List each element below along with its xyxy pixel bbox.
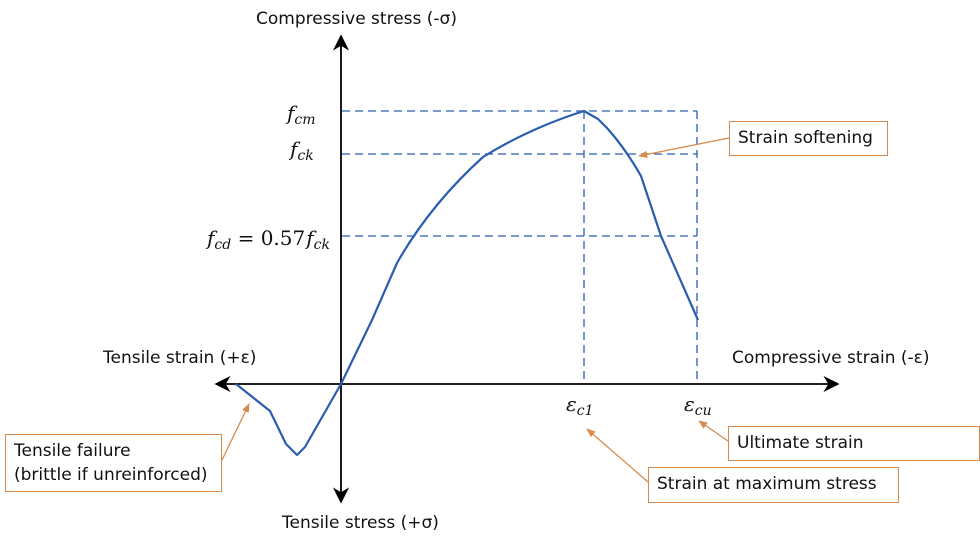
callout-strain-at-max-stress-text: Strain at maximum stress <box>657 474 877 494</box>
ultimate-strain-arrow <box>698 420 729 442</box>
callout-tensile-failure-line2: (brittle if unreinforced) <box>14 465 208 485</box>
stress-strain-curve <box>235 109 700 457</box>
fcm-label: fcm <box>285 101 316 128</box>
guide-lines <box>342 110 698 384</box>
callout-strain-softening-text: Strain softening <box>738 128 873 148</box>
callout-ultimate-strain-text: Ultimate strain <box>737 433 864 453</box>
ec1-label: εc1 <box>566 392 593 419</box>
strain-softening-arrow <box>638 137 730 158</box>
axis-label-compressive-stress: Compressive stress (-σ) <box>256 9 457 29</box>
fcd-label: fcd = 0.57fck <box>205 226 330 253</box>
callout-ultimate-strain: Ultimate strain <box>728 426 980 461</box>
fck-label: fck <box>288 137 314 164</box>
callout-strain-softening: Strain softening <box>729 121 888 156</box>
ecu-label: εcu <box>684 392 712 419</box>
tensile-failure-arrow <box>221 403 250 461</box>
axis-label-tensile-strain: Tensile strain (+ε) <box>102 348 256 368</box>
callout-tensile-failure: Tensile failure (brittle if unreinforced… <box>5 434 222 492</box>
strain-at-max-stress-arrow <box>586 428 649 483</box>
callout-tensile-failure-line1: Tensile failure <box>14 441 131 461</box>
callout-strain-at-max-stress: Strain at maximum stress <box>648 467 899 503</box>
axis-label-tensile-stress: Tensile stress (+σ) <box>281 513 439 533</box>
axis-label-compressive-strain: Compressive strain (-ε) <box>732 348 929 368</box>
